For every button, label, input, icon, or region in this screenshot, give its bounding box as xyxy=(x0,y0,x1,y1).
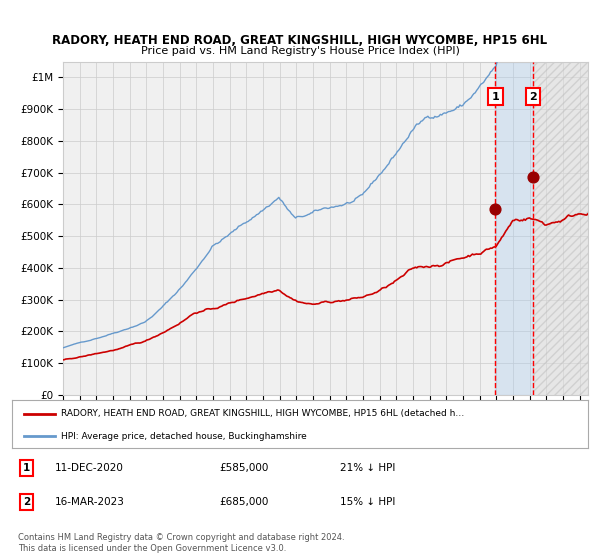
Text: RADORY, HEATH END ROAD, GREAT KINGSHILL, HIGH WYCOMBE, HP15 6HL (detached h…: RADORY, HEATH END ROAD, GREAT KINGSHILL,… xyxy=(61,409,464,418)
Text: 2: 2 xyxy=(529,92,537,101)
Text: 11-DEC-2020: 11-DEC-2020 xyxy=(55,463,124,473)
Text: £685,000: £685,000 xyxy=(220,497,269,507)
Text: £585,000: £585,000 xyxy=(220,463,269,473)
Text: Price paid vs. HM Land Registry's House Price Index (HPI): Price paid vs. HM Land Registry's House … xyxy=(140,46,460,56)
Point xyxy=(491,205,500,214)
Text: 21% ↓ HPI: 21% ↓ HPI xyxy=(340,463,395,473)
Text: 16-MAR-2023: 16-MAR-2023 xyxy=(55,497,125,507)
Bar xyxy=(496,62,533,395)
Text: HPI: Average price, detached house, Buckinghamshire: HPI: Average price, detached house, Buck… xyxy=(61,432,307,441)
Text: Contains HM Land Registry data © Crown copyright and database right 2024.
This d: Contains HM Land Registry data © Crown c… xyxy=(18,533,344,553)
Text: 15% ↓ HPI: 15% ↓ HPI xyxy=(340,497,395,507)
Bar xyxy=(533,62,588,395)
Text: RADORY, HEATH END ROAD, GREAT KINGSHILL, HIGH WYCOMBE, HP15 6HL: RADORY, HEATH END ROAD, GREAT KINGSHILL,… xyxy=(52,34,548,46)
Text: 1: 1 xyxy=(491,92,499,101)
Text: 1: 1 xyxy=(23,463,30,473)
Text: 2: 2 xyxy=(23,497,30,507)
Bar xyxy=(533,62,588,395)
Point xyxy=(529,173,538,182)
